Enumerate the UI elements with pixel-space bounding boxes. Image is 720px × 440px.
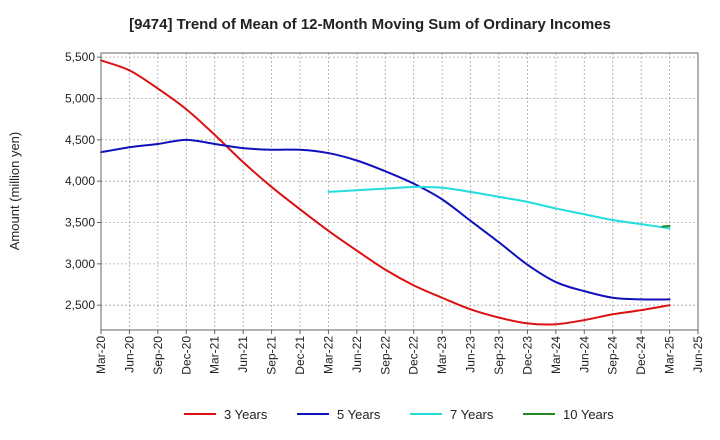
x-tick-label: Sep-21 — [265, 336, 279, 375]
y-tick-label: 5,000 — [65, 91, 95, 105]
x-tick-label: Mar-20 — [94, 336, 108, 374]
x-tick-label: Jun-22 — [350, 336, 364, 373]
y-axis-label: Amount (million yen) — [7, 132, 22, 251]
x-tick-label: Dec-24 — [634, 336, 648, 375]
x-tick-label: Dec-23 — [520, 336, 534, 375]
legend-label: 10 Years — [563, 407, 614, 422]
series-line-10-years — [661, 224, 671, 228]
series-line-3-years — [100, 59, 671, 326]
y-axis: 2,500 3,000 3,500 4,000 4,500 5,000 5,500 — [65, 50, 101, 312]
x-tick-label: Sep-20 — [151, 336, 165, 375]
chart-title: [9474] Trend of Mean of 12-Month Moving … — [129, 16, 611, 33]
x-tick-label: Jun-20 — [122, 336, 136, 373]
x-tick-label: Dec-21 — [293, 336, 307, 375]
legend-label: 5 Years — [337, 407, 381, 422]
x-tick-label: Sep-23 — [492, 336, 506, 375]
y-tick-label: 4,000 — [65, 174, 95, 188]
x-tick-label: Sep-22 — [378, 336, 392, 375]
x-tick-label: Sep-24 — [606, 336, 620, 375]
y-tick-label: 5,500 — [65, 50, 95, 64]
series-line-7-years — [327, 185, 671, 230]
legend-label: 3 Years — [224, 407, 268, 422]
y-tick-label: 2,500 — [65, 298, 95, 312]
x-tick-label: Mar-21 — [208, 336, 222, 374]
plot-area — [100, 52, 699, 331]
x-tick-label: Dec-22 — [407, 336, 421, 375]
series-layer — [100, 59, 671, 326]
y-tick-label: 3,500 — [65, 216, 95, 230]
legend: 3 Years 5 Years 7 Years 10 Years — [184, 407, 614, 422]
x-tick-label: Mar-25 — [663, 336, 677, 374]
y-tick-label: 3,000 — [65, 257, 95, 271]
x-tick-label: Jun-21 — [236, 336, 250, 373]
x-tick-label: Dec-20 — [179, 336, 193, 375]
x-tick-label: Mar-23 — [435, 336, 449, 374]
x-tick-label: Mar-24 — [549, 336, 563, 374]
series-line-5-years — [100, 138, 671, 301]
grid — [101, 53, 698, 330]
x-axis: Mar-20 Jun-20 Sep-20 Dec-20 Mar-21 Jun-21 Sep-… — [94, 330, 705, 375]
x-tick-label: Jun-25 — [691, 336, 705, 373]
y-tick-label: 4,500 — [65, 133, 95, 147]
x-tick-label: Mar-22 — [321, 336, 335, 374]
legend-label: 7 Years — [450, 407, 494, 422]
x-tick-label: Jun-23 — [464, 336, 478, 373]
x-tick-label: Jun-24 — [577, 336, 591, 373]
